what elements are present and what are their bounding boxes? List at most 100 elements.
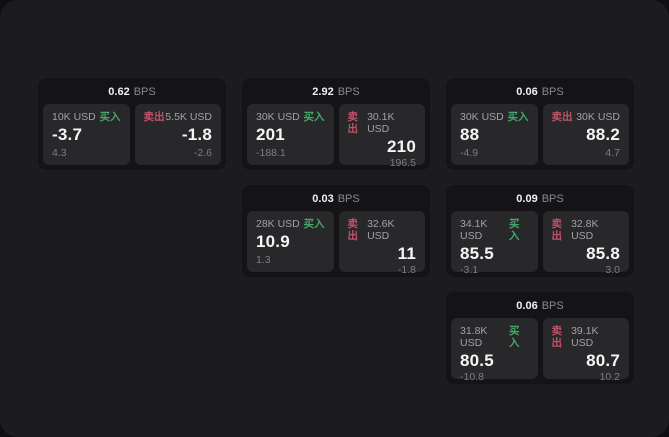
bps-unit: BPS	[541, 85, 564, 98]
sell-panel-header: 卖出 32.8K USD	[552, 218, 621, 242]
buy-amount: 30K USD	[256, 111, 300, 123]
card-header: 0.06 BPS	[451, 83, 629, 100]
sell-panel-header: 卖出 30.1K USD	[348, 111, 417, 135]
buy-amount: 31.8K USD	[460, 325, 488, 349]
sell-label: 卖出	[551, 325, 563, 349]
sell-price: 88.2	[586, 125, 620, 144]
sell-sub-value: 196.5	[389, 157, 416, 169]
sell-price: 80.7	[586, 351, 620, 370]
quote-card: 0.06 BPS 30K USD 买入 88 -4.9 卖出 30K USD	[446, 78, 634, 170]
sell-price: -1.8	[181, 125, 212, 144]
bps-unit: BPS	[337, 85, 360, 98]
quote-card: 2.92 BPS 30K USD 买入 201 -188.1 卖出 30.1K …	[242, 78, 430, 170]
buy-label: 买入	[303, 111, 325, 123]
sell-panel-header: 卖出 5.5K USD	[144, 111, 213, 123]
bps-unit: BPS	[337, 192, 360, 205]
sell-panel[interactable]: 卖出 5.5K USD -1.8 -2.6	[134, 104, 221, 165]
sell-amount: 32.8K USD	[571, 218, 599, 242]
bps-value: 0.62	[108, 85, 130, 98]
buy-panel[interactable]: 30K USD 买入 201 -188.1	[247, 104, 334, 165]
sell-panel[interactable]: 卖出 32.8K USD 85.8 3.0	[542, 211, 629, 276]
card-header: 0.09 BPS	[451, 190, 629, 207]
buy-panel[interactable]: 31.8K USD 买入 80.5 -10.8	[451, 318, 538, 383]
sell-label: 卖出	[143, 111, 165, 123]
bps-value: 0.06	[516, 299, 538, 312]
buy-price: 10.9	[256, 232, 290, 251]
sell-panel-header: 卖出 30K USD	[552, 111, 621, 123]
sell-price: 11	[397, 244, 416, 263]
sell-price: 210	[387, 137, 416, 156]
quote-cards-grid: 0.62 BPS 10K USD 买入 -3.7 4.3 卖出 5.5K USD	[38, 78, 634, 384]
buy-price: -3.7	[52, 125, 83, 144]
card-body: 31.8K USD 买入 80.5 -10.8 卖出 39.1K USD 80.…	[451, 318, 629, 383]
buy-panel[interactable]: 34.1K USD 买入 85.5 -3.1	[451, 211, 538, 276]
sell-sub-value: 10.2	[599, 371, 620, 383]
sell-panel[interactable]: 卖出 32.6K USD 11 -1.8	[338, 211, 425, 276]
buy-sub-value: -188.1	[256, 147, 286, 159]
buy-sub-value: 1.3	[256, 254, 271, 266]
quote-card: 0.03 BPS 28K USD 买入 10.9 1.3 卖出 32.6K US…	[242, 185, 430, 277]
buy-sub-value: -4.9	[460, 147, 479, 159]
buy-amount: 28K USD	[256, 218, 300, 230]
buy-amount: 34.1K USD	[460, 218, 488, 242]
buy-panel[interactable]: 10K USD 买入 -3.7 4.3	[43, 104, 130, 165]
sell-panel[interactable]: 卖出 30.1K USD 210 196.5	[338, 104, 425, 169]
buy-sub-value: -10.8	[460, 371, 484, 383]
bps-value: 0.03	[312, 192, 334, 205]
bps-value: 0.09	[516, 192, 538, 205]
bps-value: 2.92	[312, 85, 334, 98]
buy-sub-value: -3.1	[460, 264, 479, 276]
sell-amount: 30K USD	[576, 111, 620, 123]
sell-sub-value: -1.8	[397, 264, 416, 276]
buy-panel[interactable]: 28K USD 买入 10.9 1.3	[247, 211, 334, 272]
sell-sub-value: 4.7	[605, 147, 620, 159]
buy-panel-header: 28K USD 买入	[256, 218, 325, 230]
sell-label: 卖出	[347, 111, 359, 135]
quote-card: 0.06 BPS 31.8K USD 买入 80.5 -10.8 卖出 39.1…	[446, 292, 634, 384]
buy-price: 88	[460, 125, 480, 144]
sell-amount: 39.1K USD	[571, 325, 599, 349]
buy-label: 买入	[507, 111, 529, 123]
card-body: 10K USD 买入 -3.7 4.3 卖出 5.5K USD -1.8 -2.…	[43, 104, 221, 165]
sell-amount: 30.1K USD	[367, 111, 395, 135]
quote-card: 0.09 BPS 34.1K USD 买入 85.5 -3.1 卖出 32.8K…	[446, 185, 634, 277]
card-body: 30K USD 买入 201 -188.1 卖出 30.1K USD 210 1…	[247, 104, 425, 169]
buy-panel-header: 34.1K USD 买入	[460, 218, 529, 242]
buy-sub-value: 4.3	[52, 147, 67, 159]
card-header: 0.03 BPS	[247, 190, 425, 207]
buy-price: 85.5	[460, 244, 494, 263]
sell-sub-value: 3.0	[605, 264, 620, 276]
card-body: 30K USD 买入 88 -4.9 卖出 30K USD 88.2 4.7	[451, 104, 629, 165]
buy-panel-header: 10K USD 买入	[52, 111, 121, 123]
sell-amount: 32.6K USD	[367, 218, 395, 242]
buy-label: 买入	[303, 218, 325, 230]
buy-label: 买入	[508, 218, 520, 242]
buy-amount: 30K USD	[460, 111, 504, 123]
sell-amount: 5.5K USD	[165, 111, 212, 123]
buy-label: 买入	[99, 111, 121, 123]
sell-panel[interactable]: 卖出 30K USD 88.2 4.7	[542, 104, 629, 165]
buy-panel[interactable]: 30K USD 买入 88 -4.9	[451, 104, 538, 165]
card-body: 28K USD 买入 10.9 1.3 卖出 32.6K USD 11 -1.8	[247, 211, 425, 276]
sell-panel-header: 卖出 39.1K USD	[552, 325, 621, 349]
bps-value: 0.06	[516, 85, 538, 98]
buy-panel-header: 30K USD 买入	[460, 111, 529, 123]
bps-unit: BPS	[133, 85, 156, 98]
sell-panel-header: 卖出 32.6K USD	[348, 218, 417, 242]
card-header: 0.62 BPS	[43, 83, 221, 100]
bps-unit: BPS	[541, 299, 564, 312]
sell-label: 卖出	[551, 218, 563, 242]
quote-card: 0.62 BPS 10K USD 买入 -3.7 4.3 卖出 5.5K USD	[38, 78, 226, 170]
sell-panel[interactable]: 卖出 39.1K USD 80.7 10.2	[542, 318, 629, 383]
card-header: 2.92 BPS	[247, 83, 425, 100]
sell-label: 卖出	[347, 218, 359, 242]
bps-unit: BPS	[541, 192, 564, 205]
sell-label: 卖出	[551, 111, 573, 123]
buy-panel-header: 31.8K USD 买入	[460, 325, 529, 349]
buy-amount: 10K USD	[52, 111, 96, 123]
sell-sub-value: -2.6	[193, 147, 212, 159]
card-header: 0.06 BPS	[451, 297, 629, 314]
buy-panel-header: 30K USD 买入	[256, 111, 325, 123]
buy-price: 201	[256, 125, 285, 144]
